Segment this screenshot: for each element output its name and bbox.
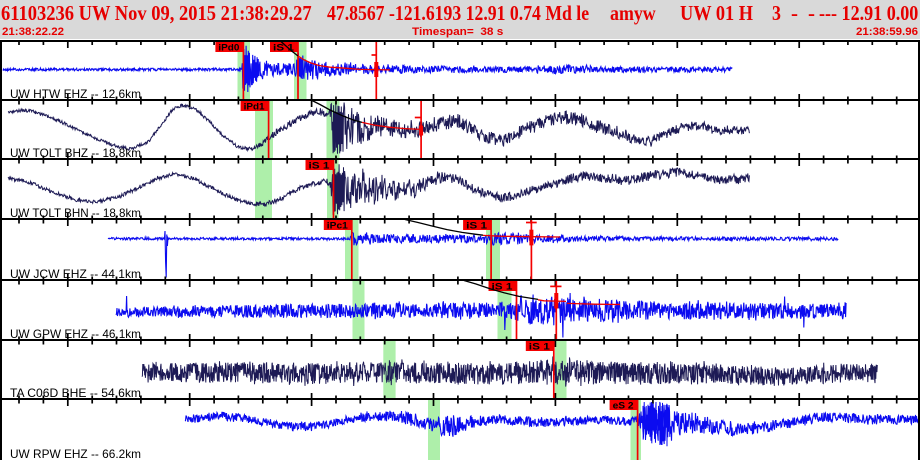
svg-text:iS 1: iS 1 bbox=[492, 282, 513, 292]
svg-text:UW GPW EHZ -- 46.1km: UW GPW EHZ -- 46.1km bbox=[10, 327, 141, 341]
svg-text:eS 2: eS 2 bbox=[613, 401, 634, 411]
svg-text:UW TOLT BHN -- 18.8km: UW TOLT BHN -- 18.8km bbox=[10, 206, 141, 220]
svg-text:UW TOLT BHZ -- 18.8km: UW TOLT BHZ -- 18.8km bbox=[10, 146, 141, 160]
svg-text:iS 1: iS 1 bbox=[309, 161, 330, 171]
svg-text:UW HTW EHZ -- 12.6km: UW HTW EHZ -- 12.6km bbox=[10, 87, 141, 101]
svg-text:TA C06D BHE -- 54.6km: TA C06D BHE -- 54.6km bbox=[10, 386, 141, 400]
svg-text:UW JCW EHZ -- 44.1km: UW JCW EHZ -- 44.1km bbox=[10, 267, 141, 281]
svg-text:iPd1: iPd1 bbox=[244, 102, 265, 112]
svg-text:iS 1: iS 1 bbox=[529, 342, 550, 352]
svg-text:iS 1: iS 1 bbox=[273, 43, 294, 53]
svg-text:UW RPW EHZ -- 66.2km: UW RPW EHZ -- 66.2km bbox=[10, 447, 141, 460]
svg-text:iS 1: iS 1 bbox=[466, 221, 487, 231]
svg-text:iPd0: iPd0 bbox=[218, 43, 239, 53]
svg-text:iPc1: iPc1 bbox=[327, 221, 348, 231]
